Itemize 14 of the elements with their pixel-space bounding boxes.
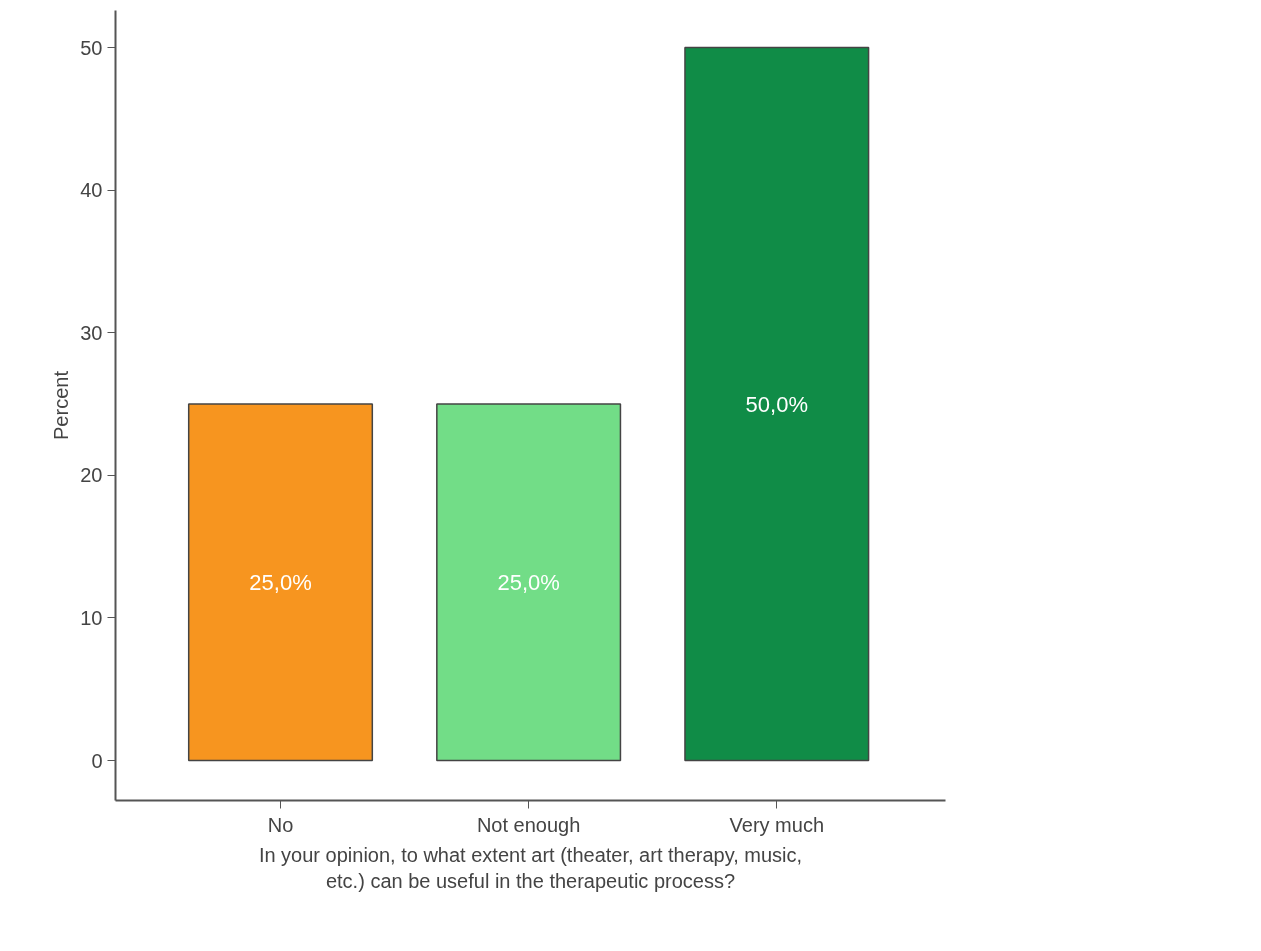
y-tick-label: 20 bbox=[80, 464, 103, 487]
data-label: 50,0% bbox=[745, 391, 808, 417]
data-label: 25,0% bbox=[249, 569, 312, 595]
y-tick-label: 0 bbox=[91, 749, 103, 772]
y-axis-title: Percent bbox=[50, 370, 73, 440]
x-tick-label: No bbox=[267, 813, 294, 836]
x-axis-title: In your opinion, to what extent art (theater, art therapy, music, etc.) can be useful in the therapeutic process? bbox=[258, 843, 803, 892]
x-tick-label: Not enough bbox=[476, 813, 581, 836]
x-tick-label: Very much bbox=[729, 813, 825, 836]
data-label: 25,0% bbox=[497, 569, 560, 595]
y-tick-label: 40 bbox=[80, 179, 103, 202]
y-tick-label: 50 bbox=[80, 36, 103, 59]
y-tick-label: 30 bbox=[80, 321, 103, 344]
y-tick-label: 10 bbox=[80, 606, 103, 629]
